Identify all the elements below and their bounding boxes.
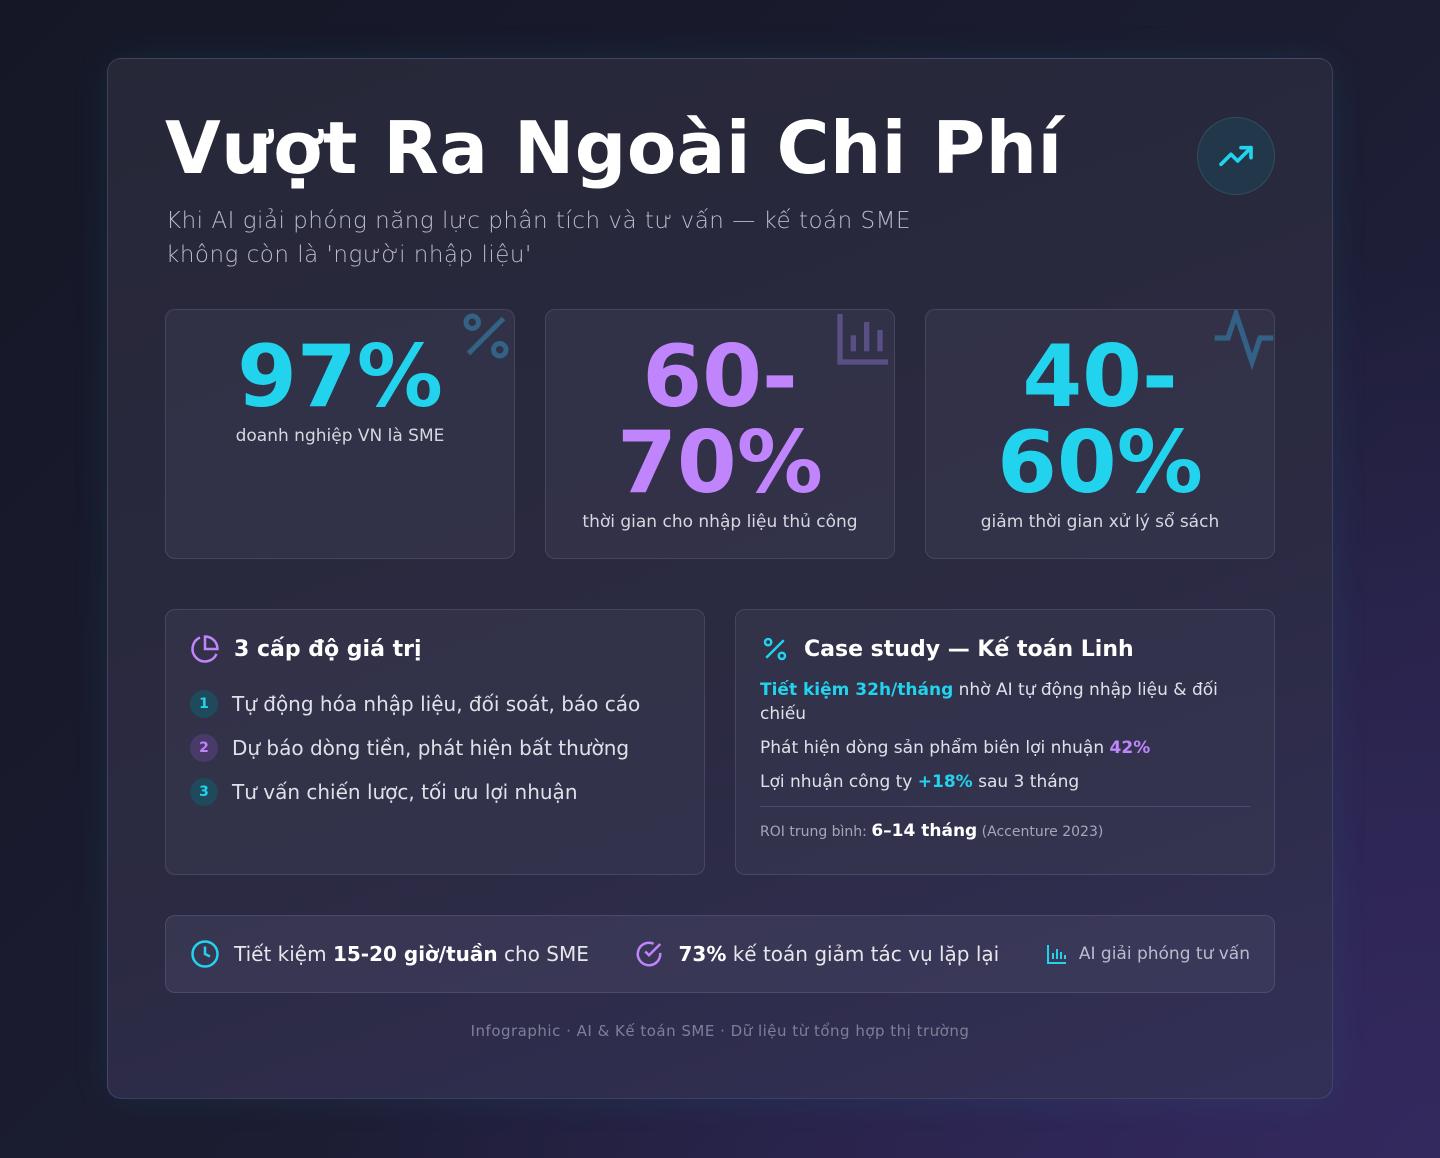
roi-line: ROI trung bình: 6–14 tháng (Accenture 20… (760, 806, 1250, 841)
highlight: 73% (678, 942, 727, 966)
text: (Accenture 2023) (977, 824, 1104, 840)
level-item: 3 Tư vấn chiến lược, tối ưu lợi nhuận (190, 778, 680, 806)
level-number: 2 (190, 734, 218, 762)
case-title: Case study — Kế toán Linh (804, 636, 1134, 662)
stat-value: 40-60% (997, 327, 1203, 513)
highlight: 6–14 tháng (871, 821, 978, 841)
level-number: 3 (190, 778, 218, 806)
text: cho SME (497, 942, 589, 966)
stat-card: 60-70% thời gian cho nhập liệu thủ công (545, 309, 895, 559)
subtitle-line: Khi AI giải phóng năng lực phân tích và … (166, 208, 912, 234)
levels-card: 3 cấp độ giá trị 1 Tự động hóa nhập liệu,… (165, 609, 705, 875)
highlight-item: Tiết kiệm 15-20 giờ/tuần cho SME (190, 939, 589, 969)
subtitle: Khi AI giải phóng năng lực phân tích và … (166, 204, 911, 272)
text: Lợi nhuận công ty (760, 772, 918, 792)
highlight: +18% (917, 772, 973, 792)
text: kế toán giảm tác vụ lặp lại (726, 942, 1000, 966)
highlights-bar: Tiết kiệm 15-20 giờ/tuần cho SME 73% kế … (165, 915, 1275, 993)
level-text: Tư vấn chiến lược, tối ưu lợi nhuận (232, 780, 578, 804)
case-heading: Case study — Kế toán Linh (760, 634, 1250, 664)
main-card (107, 58, 1333, 1099)
stat-label: giảm thời gian xử lý sổ sách (980, 512, 1220, 532)
highlight: 42% (1109, 738, 1151, 758)
stat-value: 60-70% (617, 327, 823, 513)
highlight: Tiết kiệm 32h/tháng (760, 680, 954, 700)
stat-icon (463, 313, 509, 359)
stat-icon (1214, 310, 1274, 370)
levels-heading: 3 cấp độ giá trị (190, 634, 680, 664)
level-item: 1 Tự động hóa nhập liệu, đối soát, báo cá… (190, 690, 680, 718)
level-item: 2 Dự báo dòng tiền, phát hiện bất thường (190, 734, 680, 762)
level-number: 1 (190, 690, 218, 718)
text: Tiết kiệm (234, 942, 333, 966)
title: Vượt Ra Ngoài Chi Phí (165, 106, 1063, 190)
percent-icon (763, 637, 787, 661)
stat-label: doanh nghiệp VN là SME (235, 426, 445, 446)
stat-label: thời gian cho nhập liệu thủ công (582, 512, 858, 532)
subtitle-line: không còn là 'người nhập liệu' (166, 242, 532, 268)
highlight-item: AI giải phóng tư vấn (1045, 942, 1250, 966)
text: nhờ AI tự động nhập liệu & đối chiếu (760, 680, 1218, 724)
level-text: Dự báo dòng tiền, phát hiện bất thường (232, 736, 630, 760)
chart-icon (1046, 945, 1066, 964)
text: ROI trung bình: (760, 824, 872, 840)
stat-card: 97% doanh nghiệp VN là SME (165, 309, 515, 559)
check-icon (636, 941, 662, 967)
stat-icon (837, 314, 888, 365)
highlight: 15-20 giờ/tuần (332, 942, 498, 966)
stat-value: 97% (237, 327, 443, 427)
clock-icon (191, 940, 219, 968)
stat-card: 40-60% giảm thời gian xử lý sổ sách (925, 309, 1275, 559)
highlight-item: 73% kế toán giảm tác vụ lặp lại (634, 939, 999, 969)
case-line: Tiết kiệm 32h/tháng nhờ AI tự động nhập … (760, 678, 1250, 726)
text: sau 3 tháng (972, 772, 1080, 792)
trend-badge (1197, 117, 1275, 195)
case-line: Phát hiện dòng sản phẩm biên lợi nhuận 4… (760, 736, 1250, 760)
text: Phát hiện dòng sản phẩm biên lợi nhuận (760, 738, 1110, 758)
footer: Infographic · AI & Kế toán SME · Dữ liệu… (470, 1022, 970, 1040)
level-text: Tự động hóa nhập liệu, đối soát, báo cáo (232, 692, 641, 716)
case-card: Case study — Kế toán Linh Tiết kiệm 32h/… (735, 609, 1275, 875)
text: AI giải phóng tư vấn (1078, 944, 1250, 964)
case-line: Lợi nhuận công ty +18% sau 3 tháng (760, 770, 1250, 794)
levels-title: 3 cấp độ giá trị (234, 636, 422, 662)
trend-icon (1219, 145, 1253, 167)
pie-icon (191, 635, 219, 663)
